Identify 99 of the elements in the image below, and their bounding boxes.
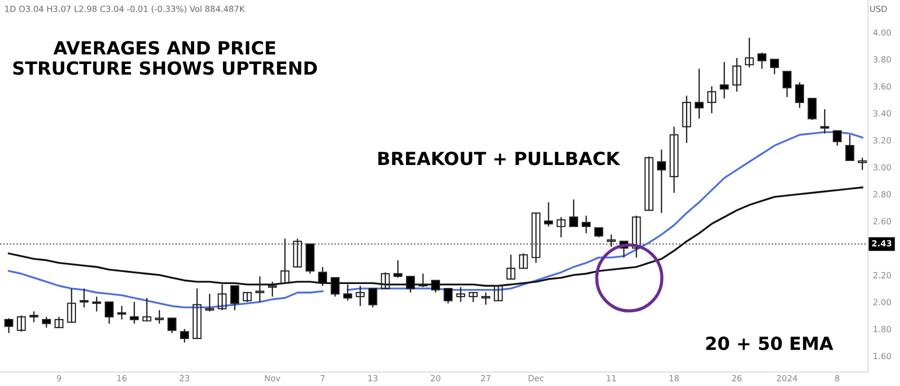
candlestick — [707, 86, 716, 114]
candlestick — [532, 212, 540, 264]
candlestick — [318, 266, 328, 286]
candlestick — [494, 285, 503, 302]
candlestick — [456, 286, 466, 303]
candlestick — [418, 273, 428, 288]
candlestick — [180, 328, 189, 344]
x-tick-label: 9 — [56, 375, 62, 382]
candlestick — [682, 95, 692, 144]
candlestick — [481, 292, 490, 306]
y-tick-label: 1.60 — [874, 352, 891, 360]
candlestick — [16, 314, 26, 332]
candlestick — [782, 70, 792, 98]
x-tick-label: 23 — [180, 375, 190, 382]
ref-line-label: 2.43 — [872, 240, 892, 246]
candlestick — [556, 216, 566, 238]
candlestick — [670, 126, 679, 194]
candlestick — [468, 292, 478, 303]
y-tick-label: 3.00 — [873, 164, 891, 170]
candlestick — [154, 309, 164, 324]
y-tick-label: 2.60 — [873, 218, 891, 224]
candlestick — [569, 198, 578, 228]
candlestick — [657, 149, 666, 214]
candlestick — [168, 318, 176, 334]
candlestick — [54, 316, 64, 328]
candlestick — [80, 288, 89, 308]
candlestick — [744, 37, 754, 68]
annotation: 1D O3.04 H3.07 L2.98 C3.04 -0.01 (-0.33%) Vol 884.487K — [5, 6, 245, 14]
candlestick — [694, 68, 704, 120]
candlestick — [808, 98, 817, 121]
annotation: AVERAGES AND PRICE STRUCTURE SHOWS UPTREND — [13, 41, 317, 75]
candlestick — [218, 284, 227, 311]
candlestick — [544, 202, 553, 228]
candlestick — [720, 61, 729, 100]
candlestick — [770, 58, 779, 75]
candlestick — [293, 238, 302, 268]
candlestick — [117, 305, 126, 320]
candlestick — [343, 284, 352, 302]
candlestick — [832, 130, 842, 146]
candlestick — [644, 156, 654, 211]
candlestick — [431, 280, 440, 294]
candlestick — [4, 318, 14, 334]
candlestick — [42, 316, 51, 328]
x-tick-label: Nov — [265, 375, 280, 382]
y-tick-label: 3.60 — [873, 83, 891, 90]
candlestick — [845, 134, 854, 162]
candlestick — [29, 310, 38, 323]
candlestick — [92, 296, 102, 312]
candlestick — [330, 277, 340, 298]
y-tick-label: 2.80 — [873, 191, 891, 198]
annotation: 20 + 50 EMA — [706, 336, 834, 350]
y-tick-label: 3.40 — [873, 110, 891, 117]
candlestick — [406, 276, 415, 294]
candlestick — [757, 52, 766, 70]
candlestick — [242, 292, 252, 303]
x-tick-label: 20 — [430, 375, 440, 382]
x-tick-label: 27 — [481, 375, 490, 382]
candlestick — [142, 297, 152, 322]
candlestick — [393, 260, 402, 278]
candlestick — [368, 288, 378, 308]
y-tick-label: 2.20 — [873, 272, 891, 278]
candlestick — [280, 238, 290, 284]
candlestick — [192, 288, 202, 340]
candlestick — [230, 285, 240, 311]
candlestick — [632, 215, 641, 258]
candlestick — [594, 227, 604, 238]
x-tick-label: 13 — [368, 375, 378, 382]
annotation: BREAKOUT + PULLBACK — [378, 152, 620, 166]
candlestick — [858, 157, 867, 170]
x-tick-label: 8 — [835, 375, 840, 382]
x-tick-label: 18 — [670, 375, 679, 382]
candlestick — [444, 288, 453, 304]
candlestick — [205, 293, 214, 312]
x-tick-label: 16 — [117, 375, 127, 382]
x-tick-label: Dec — [528, 375, 544, 382]
candlestick — [380, 272, 390, 290]
candlestick — [506, 254, 516, 280]
y-tick-label: 1.80 — [874, 326, 891, 332]
x-tick-label: 11 — [606, 375, 616, 382]
y-tick-label: 4.00 — [873, 29, 891, 36]
candlestick — [104, 301, 114, 324]
y-tick-label: 3.20 — [873, 137, 891, 144]
candlestick — [268, 281, 277, 298]
y-tick-label: 3.80 — [873, 56, 891, 63]
candlestick — [130, 301, 139, 324]
candlestick — [732, 57, 742, 92]
y-axis-title: USD — [870, 6, 887, 12]
candlestick — [255, 276, 264, 303]
x-tick-label: 7 — [320, 375, 325, 382]
candlestick — [356, 285, 365, 307]
y-tick-label: 2.00 — [873, 298, 891, 306]
candlestick — [795, 82, 804, 108]
candlestick — [67, 288, 76, 323]
x-tick-label: 26 — [732, 375, 742, 382]
candlestick — [518, 252, 528, 269]
candlestick — [582, 215, 591, 234]
candlestick — [820, 108, 830, 134]
candlestick — [606, 234, 616, 248]
x-tick-label: 2024 — [777, 375, 798, 382]
